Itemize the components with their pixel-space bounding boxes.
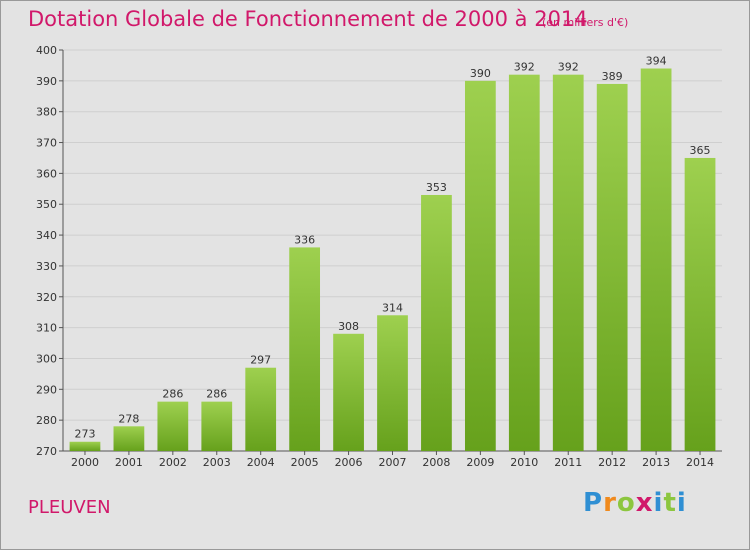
value-label-2007: 314 — [382, 301, 403, 314]
value-label-2006: 308 — [338, 320, 359, 333]
x-tick-label-2005: 2005 — [291, 456, 319, 469]
value-label-2008: 353 — [426, 181, 447, 194]
value-label-2010: 392 — [514, 61, 535, 74]
y-tick-label: 310 — [36, 322, 57, 335]
bar-2007 — [377, 315, 408, 451]
x-tick-label-2006: 2006 — [335, 456, 363, 469]
x-tick-label-2008: 2008 — [422, 456, 450, 469]
y-tick-label: 290 — [36, 383, 57, 396]
y-tick-label: 370 — [36, 137, 57, 150]
x-tick-label-2001: 2001 — [115, 456, 143, 469]
bar-2002 — [157, 401, 189, 451]
x-tick-label-2007: 2007 — [379, 456, 407, 469]
y-tick-label: 330 — [36, 260, 57, 273]
bar-2000 — [69, 441, 101, 451]
x-tick-label-2002: 2002 — [159, 456, 187, 469]
y-tick-label: 380 — [36, 106, 57, 119]
x-tick-label-2000: 2000 — [71, 456, 99, 469]
bar-2009 — [464, 80, 496, 451]
value-label-2012: 389 — [602, 70, 623, 83]
proxiti-logo: Proxiti — [583, 488, 687, 518]
bar-2005 — [289, 247, 321, 451]
y-tick-label: 320 — [36, 291, 57, 304]
x-tick-label-2010: 2010 — [510, 456, 538, 469]
value-label-2002: 286 — [162, 388, 183, 401]
x-tick-label-2003: 2003 — [203, 456, 231, 469]
y-tick-label: 390 — [36, 75, 57, 88]
value-label-2004: 297 — [250, 354, 271, 367]
x-tick-label-2014: 2014 — [686, 456, 714, 469]
chart-title: Dotation Globale de Fonctionnement de 20… — [28, 7, 588, 31]
chart-subtitle: (en milliers d'€) — [542, 16, 629, 29]
place-name: PLEUVEN — [28, 497, 111, 518]
bar-2012 — [596, 83, 628, 451]
bar-2006 — [333, 333, 364, 451]
value-label-2014: 365 — [690, 144, 711, 157]
y-tick-label: 400 — [36, 44, 57, 57]
x-tick-label-2013: 2013 — [642, 456, 670, 469]
y-tick-label: 270 — [36, 445, 57, 458]
x-tick-label-2009: 2009 — [466, 456, 494, 469]
y-tick-label: 280 — [36, 414, 57, 427]
bar-2013 — [640, 68, 672, 451]
y-tick-label: 360 — [36, 167, 57, 180]
y-tick-label: 350 — [36, 198, 57, 211]
value-label-2003: 286 — [206, 388, 227, 401]
bar-2001 — [113, 426, 145, 451]
bar-2014 — [684, 157, 716, 451]
value-label-2001: 278 — [118, 412, 139, 425]
bar-2004 — [245, 367, 277, 451]
labels: 270 280 290 300 310 320 330 340 350 360 370 380 390 4… — [36, 44, 714, 469]
value-label-2000: 273 — [74, 428, 95, 441]
value-label-2005: 336 — [294, 233, 315, 246]
bars — [69, 68, 716, 451]
y-tick-label: 340 — [36, 229, 57, 242]
x-tick-label-2004: 2004 — [247, 456, 275, 469]
value-label-2009: 390 — [470, 67, 491, 80]
value-label-2011: 392 — [558, 61, 579, 74]
bar-2010 — [508, 74, 540, 451]
bar-2011 — [552, 74, 584, 451]
x-tick-label-2012: 2012 — [598, 456, 626, 469]
x-tick-label-2011: 2011 — [554, 456, 582, 469]
value-label-2013: 394 — [646, 55, 667, 68]
bar-2008 — [421, 194, 452, 451]
bar-2003 — [201, 401, 233, 451]
y-tick-label: 300 — [36, 352, 57, 365]
